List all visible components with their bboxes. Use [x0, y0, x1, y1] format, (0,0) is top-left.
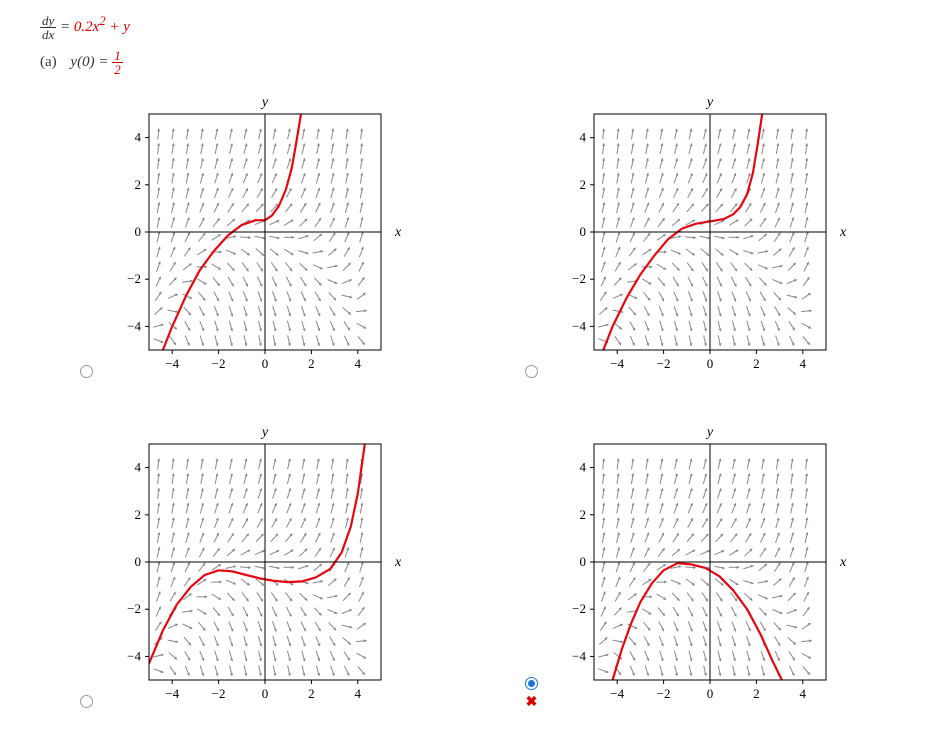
plot-cell: −4 −2 0 2 4 −4 −2 0 2 4 y x	[546, 86, 856, 386]
plot-cell: −4 −2 0 2 4 −4 −2 0 2 4 y x	[101, 416, 411, 716]
svg-text:−4: −4	[572, 318, 586, 333]
svg-text:−2: −2	[212, 356, 226, 371]
svg-text:x: x	[394, 555, 402, 570]
answer-option: −4 −2 0 2 4 −4 −2 0 2 4 y x	[80, 86, 485, 386]
svg-text:−2: −2	[572, 271, 586, 286]
svg-text:0: 0	[135, 224, 142, 239]
svg-text:x: x	[839, 225, 847, 240]
part-label: (a)	[40, 54, 57, 70]
svg-text:−4: −4	[610, 356, 624, 371]
svg-text:4: 4	[580, 460, 587, 475]
svg-text:2: 2	[753, 686, 760, 701]
ic-value-fraction: 1 2	[112, 49, 123, 76]
svg-text:2: 2	[753, 356, 760, 371]
svg-text:−2: −2	[127, 601, 141, 616]
svg-text:2: 2	[580, 177, 587, 192]
svg-text:−4: −4	[610, 686, 624, 701]
svg-text:2: 2	[308, 686, 315, 701]
direction-field-plot: −4 −2 0 2 4 −4 −2 0 2 4 y x	[101, 416, 411, 716]
svg-text:−2: −2	[657, 356, 671, 371]
option-radio[interactable]	[80, 695, 93, 708]
svg-text:4: 4	[355, 686, 362, 701]
svg-text:4: 4	[580, 130, 587, 145]
dy-dx-fraction: dy dx	[40, 14, 56, 41]
differential-equation: dy dx = 0.2x2 + y	[40, 14, 930, 41]
svg-text:2: 2	[135, 507, 142, 522]
svg-text:0: 0	[262, 356, 269, 371]
direction-field-plot: −4 −2 0 2 4 −4 −2 0 2 4 y x	[546, 416, 856, 716]
svg-text:−4: −4	[127, 648, 141, 663]
option-radio[interactable]	[525, 677, 538, 690]
svg-text:2: 2	[308, 356, 315, 371]
answer-option: ✖ −4 −2 0 2 4 −4 −2 0 2 4 y x	[525, 416, 930, 716]
direction-field-plot: −4 −2 0 2 4 −4 −2 0 2 4 y x	[546, 86, 856, 386]
svg-text:4: 4	[355, 356, 362, 371]
plot-cell: −4 −2 0 2 4 −4 −2 0 2 4 y x	[101, 86, 411, 386]
svg-text:2: 2	[135, 177, 142, 192]
option-radio[interactable]	[80, 365, 93, 378]
answer-option: −4 −2 0 2 4 −4 −2 0 2 4 y x	[80, 416, 485, 716]
svg-text:4: 4	[800, 356, 807, 371]
initial-condition-line: (a) y(0) = 1 2	[40, 49, 930, 76]
svg-text:4: 4	[135, 460, 142, 475]
svg-text:0: 0	[580, 224, 587, 239]
svg-text:−2: −2	[127, 271, 141, 286]
svg-text:y: y	[705, 95, 714, 110]
svg-text:0: 0	[707, 686, 714, 701]
svg-text:0: 0	[262, 686, 269, 701]
svg-text:−2: −2	[657, 686, 671, 701]
plot-cell: −4 −2 0 2 4 −4 −2 0 2 4 y x	[546, 416, 856, 716]
option-radio[interactable]	[525, 365, 538, 378]
svg-text:y: y	[705, 425, 714, 440]
svg-text:2: 2	[580, 507, 587, 522]
rhs-expression: 0.2x2 + y	[74, 19, 130, 35]
answer-option: −4 −2 0 2 4 −4 −2 0 2 4 y x	[525, 86, 930, 386]
svg-text:4: 4	[135, 130, 142, 145]
svg-text:−2: −2	[572, 601, 586, 616]
svg-text:4: 4	[800, 686, 807, 701]
svg-text:x: x	[394, 225, 402, 240]
svg-text:0: 0	[135, 554, 142, 569]
svg-text:0: 0	[707, 356, 714, 371]
svg-text:−4: −4	[165, 686, 179, 701]
options-grid: −4 −2 0 2 4 −4 −2 0 2 4 y x −4 −2 0 2 4 −4 −2 0 2 4 y x −4 −2 0 2…	[80, 86, 930, 716]
svg-text:−4: −4	[165, 356, 179, 371]
wrong-icon: ✖	[526, 694, 538, 708]
svg-text:−4: −4	[572, 648, 586, 663]
direction-field-plot: −4 −2 0 2 4 −4 −2 0 2 4 y x	[101, 86, 411, 386]
svg-text:−4: −4	[127, 318, 141, 333]
svg-text:x: x	[839, 555, 847, 570]
svg-text:0: 0	[580, 554, 587, 569]
svg-text:−2: −2	[212, 686, 226, 701]
svg-text:y: y	[260, 425, 269, 440]
svg-text:y: y	[260, 95, 269, 110]
